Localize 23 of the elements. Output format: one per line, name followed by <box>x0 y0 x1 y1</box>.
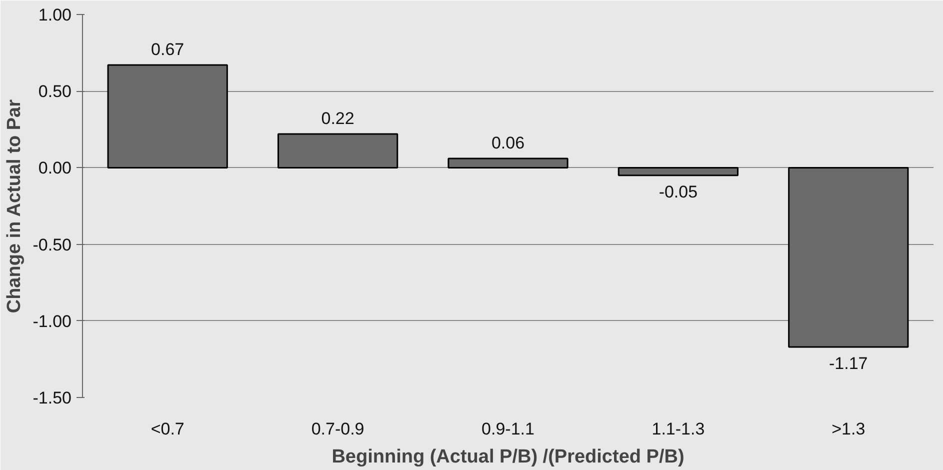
bar <box>788 166 909 348</box>
y-tick-label: -0.50 <box>32 235 72 254</box>
x-tick-label: >1.3 <box>832 420 866 438</box>
x-tick-label: 1.1-1.3 <box>652 420 705 438</box>
x-axis-title: Beginning (Actual P/B) /(Predicted P/B) <box>332 446 684 468</box>
x-tick-label: 0.9-1.1 <box>482 420 534 438</box>
bar <box>277 133 398 168</box>
x-tick-label: <0.7 <box>150 420 184 438</box>
y-tick-label: 0.00 <box>38 158 72 178</box>
y-tick-label: -1.00 <box>32 312 72 331</box>
data-label: 0.67 <box>151 40 184 60</box>
bar <box>107 64 228 168</box>
bar <box>618 166 739 176</box>
x-tick-label: 0.7-0.9 <box>311 420 364 438</box>
y-tick-label: 0.50 <box>38 82 72 102</box>
y-axis-title: Change in Actual to Par <box>4 98 25 314</box>
y-tick-label: -1.50 <box>32 388 72 408</box>
bar <box>448 158 568 168</box>
data-label: -1.17 <box>829 354 868 373</box>
data-label: 0.22 <box>321 108 354 128</box>
y-tick-label: 1.00 <box>38 6 72 24</box>
data-label: -0.05 <box>658 182 698 202</box>
data-label: 0.06 <box>491 134 525 153</box>
